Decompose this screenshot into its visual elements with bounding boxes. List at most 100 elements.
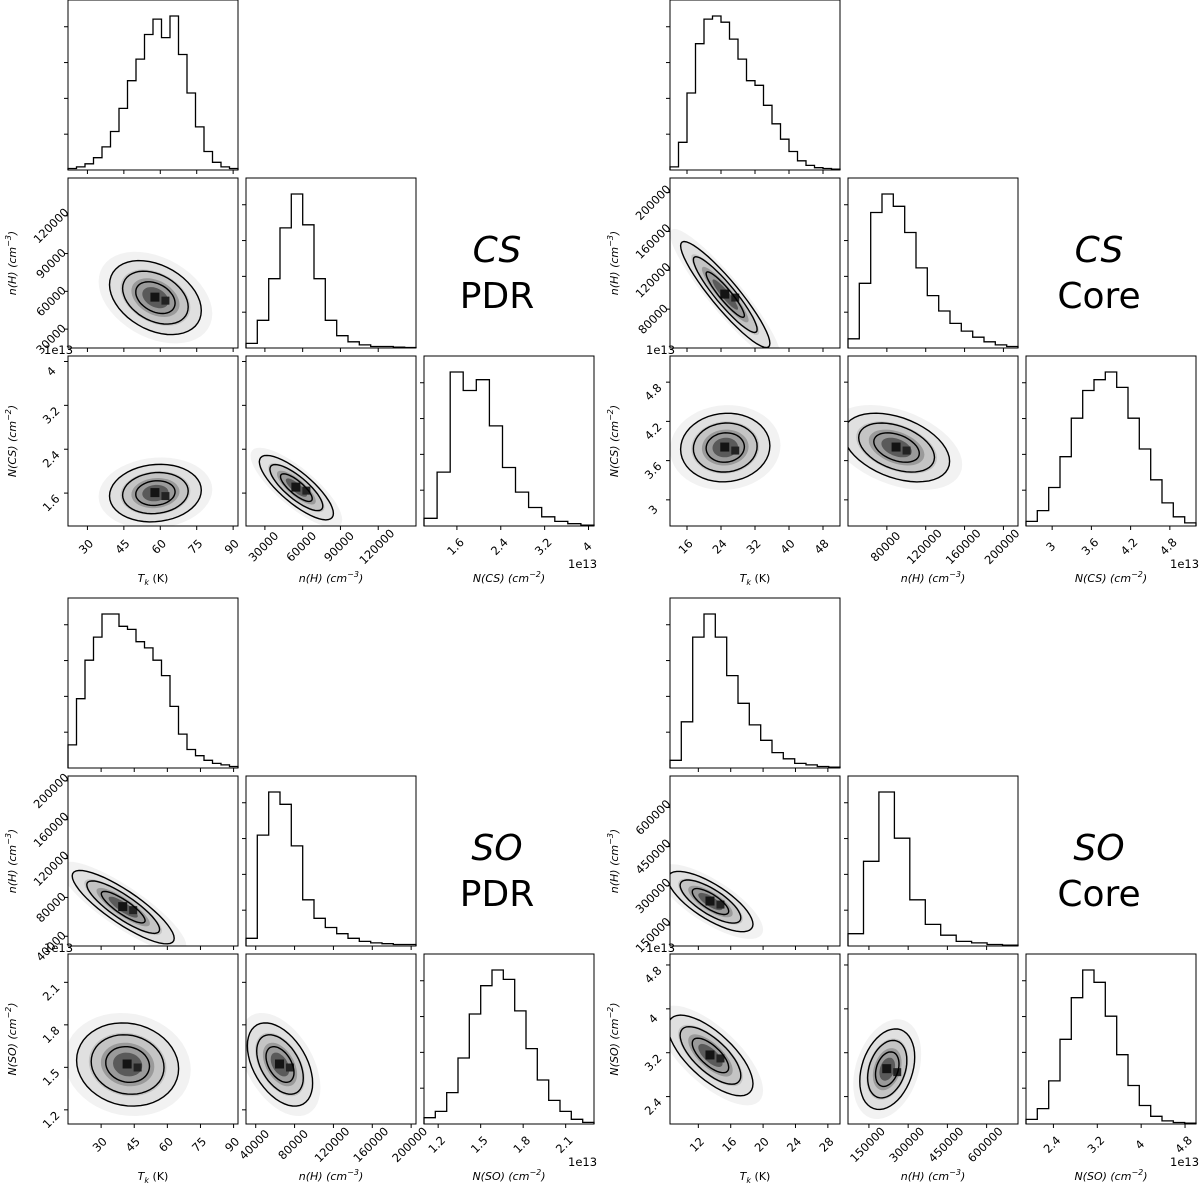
x-tick-label: 2.1 <box>553 1133 576 1156</box>
offset-label: 1e13 <box>568 1155 597 1169</box>
x-tick-label: 4 <box>580 539 595 554</box>
x-tick-label: 1.2 <box>425 1133 448 1156</box>
axes-frame <box>245 177 417 349</box>
x-tick-label: 24 <box>709 536 729 556</box>
x-tick-label: 4.8 <box>1157 535 1180 558</box>
density-peak <box>161 296 170 305</box>
x-tick-label: 32 <box>743 536 763 556</box>
density-peak <box>150 292 160 302</box>
density-peak <box>302 486 311 495</box>
panel-so-core-r2c2: 2.4 3.2 4 4.8 N(SO) (cm−2) 1e13 <box>1022 953 1199 1183</box>
axes-frame <box>67 355 239 527</box>
axes-frame <box>67 775 239 947</box>
y-tick-label: 80000 <box>635 301 671 337</box>
y-tick-label: 200000 <box>31 770 72 811</box>
panel-cs-pdr-r0c0 <box>64 0 239 174</box>
contour-0 <box>75 1022 180 1107</box>
offset-label: 1e13 <box>646 941 675 955</box>
panel-so-pdr-r0c0 <box>64 597 239 772</box>
contour-1 <box>692 422 758 473</box>
svg-text:n(H) (cm−3): n(H) (cm−3) <box>299 1168 363 1183</box>
contour-1 <box>255 1034 305 1095</box>
axes-frame <box>423 355 595 527</box>
contour-2 <box>691 887 730 916</box>
x-tick-label: 45 <box>123 1134 143 1154</box>
contour-2 <box>705 432 746 463</box>
offset-label: 1e13 <box>1170 1155 1199 1169</box>
offset-label: 1e13 <box>646 343 675 357</box>
y-tick-label: 60000 <box>33 283 69 319</box>
contour-2 <box>135 480 176 507</box>
density-peak <box>286 1063 294 1072</box>
density-peak <box>133 1063 142 1072</box>
molecule-label: SO <box>1073 828 1124 869</box>
panel-cs-pdr-r2c2: 1.6 2.4 3.2 4 N(CS) (cm−2) 1e13 <box>420 355 597 585</box>
x-tick-label: 40 <box>777 536 797 556</box>
x-tick-label: 1.8 <box>510 1133 533 1156</box>
x-tick-label: 3 <box>1043 539 1058 554</box>
panel-cs-core-r1c1 <box>844 177 1019 352</box>
y-tick-label: 2.4 <box>642 1095 665 1118</box>
x-tick-label: 30000 <box>246 529 282 565</box>
density-peak <box>731 446 740 455</box>
histogram-Tk <box>669 613 841 768</box>
contour-1 <box>679 1025 742 1085</box>
axes-frame <box>67 953 239 1125</box>
density-peak <box>161 492 170 501</box>
panel-cs-core-r0c0 <box>666 0 841 174</box>
x-tick-label: 160000 <box>943 526 984 567</box>
contour-0 <box>71 869 175 945</box>
histogram-nH <box>847 193 1019 348</box>
y-tick-label: 1.5 <box>40 1066 63 1089</box>
density-peak <box>118 902 128 912</box>
svg-text:N(CS) (cm−2): N(CS) (cm−2) <box>1075 570 1147 585</box>
contour-2 <box>100 890 146 924</box>
region-label: PDR <box>460 874 534 915</box>
contour-2 <box>135 281 176 315</box>
contour-2 <box>873 432 921 463</box>
contour-0 <box>848 412 951 483</box>
panel-cs-pdr-r2c1: 30000 60000 90000 120000 n(H) (cm−3) <box>242 355 417 585</box>
y-tick-label: 2.1 <box>40 981 63 1004</box>
svg-text:Tk (K): Tk (K) <box>740 1170 771 1185</box>
contour-1 <box>121 471 189 515</box>
histogram-NSO <box>423 969 595 1124</box>
contour-2 <box>265 1046 295 1083</box>
y-tick-label: 4.2 <box>642 420 665 443</box>
y-tick-label: 4 <box>646 1011 661 1026</box>
x-tick-label: 75 <box>185 536 205 556</box>
density-peak <box>891 442 901 452</box>
histogram-nH <box>245 791 417 946</box>
y-tick-label: 160000 <box>633 221 674 262</box>
y-tick-label: 80000 <box>33 889 69 925</box>
density-peak <box>882 1064 892 1074</box>
density-peak <box>720 442 730 452</box>
density-peak <box>129 906 138 915</box>
x-tick-label: 60 <box>149 536 169 556</box>
offset-label: 1e13 <box>1170 557 1199 571</box>
contour-0 <box>670 1014 754 1097</box>
x-tick-label: 48 <box>811 536 831 556</box>
contour-1 <box>86 880 161 935</box>
svg-text:N(CS) (cm−2): N(CS) (cm−2) <box>473 570 545 585</box>
density-peak <box>902 446 911 455</box>
region-label: Core <box>1057 276 1140 317</box>
histogram-nH <box>245 193 417 349</box>
x-tick-label: 120000 <box>904 526 945 567</box>
x-tick-label: 30 <box>90 1134 110 1154</box>
svg-text:N(SO) (cm−2): N(SO) (cm−2) <box>1074 1168 1147 1183</box>
svg-text:n(H) (cm−3): n(H) (cm−3) <box>606 829 621 893</box>
histogram-NSO <box>1025 969 1197 1124</box>
y-tick-label: 1.6 <box>40 492 63 515</box>
x-tick-label: 28 <box>816 1134 836 1154</box>
svg-text:n(H) (cm−3): n(H) (cm−3) <box>4 829 19 893</box>
x-tick-label: 75 <box>189 1134 209 1154</box>
region-label: Core <box>1057 874 1140 915</box>
svg-text:Tk (K): Tk (K) <box>138 1170 169 1185</box>
histogram-Tk <box>669 15 841 170</box>
